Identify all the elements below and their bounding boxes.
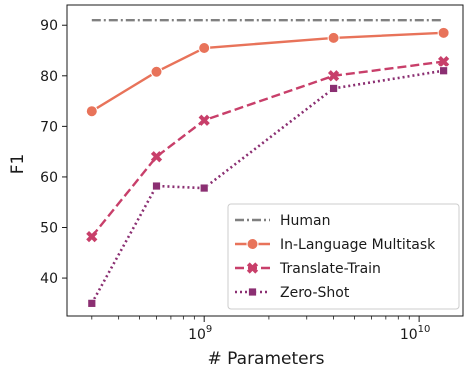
legend-item: Translate-Train — [235, 261, 381, 277]
x-tick-exponent: 9 — [206, 324, 212, 335]
series-in-language-multitask — [85, 26, 450, 118]
x-axis-label: # Parameters — [208, 349, 325, 369]
x-tick-label: 1010 — [400, 324, 431, 343]
data-point — [150, 65, 163, 78]
data-point — [198, 41, 211, 54]
series-zero-shot — [87, 66, 449, 308]
x-tick-base: 10 — [400, 327, 418, 343]
legend-label: Translate-Train — [279, 261, 381, 277]
legend-label: Zero-Shot — [280, 285, 350, 301]
legend: Human In-Language Multitask Translate-Trai… — [227, 203, 460, 310]
legend-marker — [248, 287, 257, 297]
series-layer — [85, 19, 450, 308]
legend-item: Zero-Shot — [235, 285, 350, 301]
data-point — [86, 230, 98, 243]
legend-box — [227, 203, 460, 310]
legend-marker — [246, 238, 259, 250]
data-point — [150, 151, 163, 163]
x-tick-label: 109 — [188, 324, 212, 343]
legend-label: In-Language Multitask — [280, 237, 436, 253]
data-point — [327, 31, 340, 44]
legend-item: Human — [235, 213, 331, 229]
data-point — [327, 70, 340, 82]
y-axis-label: F1 — [8, 154, 28, 175]
x-tick-base: 10 — [188, 327, 206, 343]
y-tick-label: 70 — [40, 119, 58, 135]
y-tick-label: 90 — [40, 18, 58, 34]
data-point — [85, 105, 98, 118]
plot-frame — [66, 4, 464, 317]
legend-marker — [246, 262, 259, 274]
y-tick-label: 60 — [40, 170, 58, 186]
data-point — [198, 114, 210, 126]
x-tick-exponent: 10 — [418, 324, 431, 335]
y-tick-label: 80 — [40, 69, 58, 85]
data-point — [87, 298, 97, 308]
y-tick-label: 50 — [40, 221, 58, 237]
y-tick-label: 40 — [40, 271, 58, 287]
data-point — [438, 56, 450, 68]
legend-label: Human — [280, 213, 331, 229]
data-point — [152, 181, 161, 191]
data-point — [439, 66, 449, 76]
series-translate-train — [86, 56, 450, 243]
legend-item: In-Language Multitask — [235, 237, 436, 253]
data-point — [437, 26, 450, 39]
data-point — [329, 84, 338, 93]
data-point — [199, 183, 209, 193]
